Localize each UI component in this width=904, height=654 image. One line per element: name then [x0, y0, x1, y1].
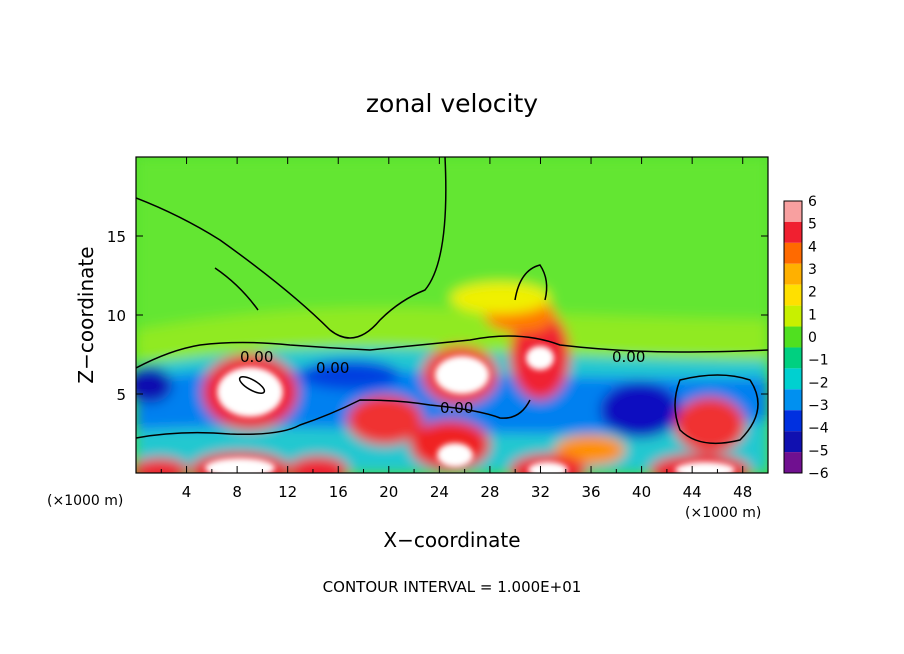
x-tick-label: 16 [329, 483, 348, 501]
x-tick-label: 4 [182, 483, 192, 501]
white-cores [205, 346, 735, 473]
white-bottom-8 [205, 458, 275, 473]
contour-label-4: 0.00 [612, 348, 645, 366]
y-tick-label: 5 [116, 386, 126, 404]
contour-small-left [214, 267, 259, 311]
colorbar-swatch [784, 326, 802, 348]
colorbar-tick-label: 6 [808, 194, 817, 210]
red-blob-20 [347, 395, 423, 445]
contour-label-1: 0.00 [240, 348, 273, 366]
colorbar-tick-label: −6 [808, 466, 829, 482]
colorbar-tick-label: 0 [808, 330, 817, 346]
red-bottom-left [136, 458, 188, 473]
contour-right-loop [674, 374, 759, 445]
colorbar-swatch [784, 221, 802, 243]
colorbar-swatch [784, 263, 802, 285]
white-core-32 [526, 346, 554, 370]
contour-text-labels: 0.00 0.00 0.00 0.00 [240, 348, 645, 417]
contour-inner-8 [238, 376, 266, 394]
blue-core-left [136, 367, 172, 403]
colorbar-swatch [784, 368, 802, 390]
colorbar-swatch [784, 389, 802, 411]
white-bottom-32 [528, 462, 568, 473]
colorbar-swatch [784, 347, 802, 369]
chart-title: zonal velocity [366, 89, 538, 118]
heat-field [136, 157, 768, 473]
red-blob-45 [675, 397, 745, 453]
colorbar-swatch [784, 242, 802, 264]
colorbar-tick-label: 2 [808, 285, 817, 301]
contour-zero-main [136, 335, 768, 369]
y-tick-label: 10 [107, 307, 126, 325]
white-core-26 [435, 356, 489, 394]
x-axis: 4 8 12 16 20 24 28 32 36 40 44 48 [160, 157, 752, 501]
contour-label-3: 0.00 [440, 399, 473, 417]
plot-area: 0.00 0.00 0.00 0.00 [136, 157, 768, 473]
x-unit-label: (×1000 m) [47, 493, 123, 509]
x-tick-label: 48 [733, 483, 752, 501]
x-tick-label: 40 [632, 483, 651, 501]
colorbar-tick-label: −5 [808, 443, 829, 459]
contour-label-2: 0.00 [316, 359, 349, 377]
blue-core-mid [300, 360, 400, 390]
yellowish-band [136, 307, 768, 360]
x-tick-label: 32 [531, 483, 550, 501]
green-upper-band [136, 157, 768, 360]
red-bottom-14 [288, 456, 348, 473]
contour-upper [136, 157, 447, 339]
colorbar-swatch [784, 284, 802, 306]
colorbar-tick-label: 4 [808, 239, 817, 255]
colorbar-swatch [784, 452, 802, 473]
colorbar-tick-label: −3 [808, 398, 829, 414]
white-bottom-44 [675, 462, 735, 473]
x-tick-label: 12 [278, 483, 297, 501]
x-tick-label: 44 [683, 483, 702, 501]
orange-blob-36 [555, 435, 625, 465]
x-tick-label: 28 [480, 483, 499, 501]
contour-lines [136, 157, 768, 445]
y-tick-label: 15 [107, 228, 126, 246]
colorbar-swatch [784, 431, 802, 453]
x-tick-label: 8 [232, 483, 242, 501]
contour-blob-30 [514, 264, 548, 301]
x-tick-label: 36 [581, 483, 600, 501]
colorbar-tick-label: 5 [808, 217, 817, 233]
x-tick-label: 20 [379, 483, 398, 501]
colorbar-frame [783, 200, 803, 474]
colorbar: 6 5 4 3 2 1 0 −1 −2 −3 −4 −5 −6 [783, 194, 829, 482]
colorbar-swatch [784, 201, 802, 222]
colorbar-swatch [784, 305, 802, 327]
y-axis-title: Z−coordinate [74, 246, 98, 383]
colorbar-tick-label: 1 [808, 307, 817, 323]
contour-interval-note: CONTOUR INTERVAL = 1.000E+01 [323, 578, 582, 596]
x-axis-title: X−coordinate [383, 528, 520, 552]
x-unit-label-right: (×1000 m) [685, 505, 761, 521]
yellow-blob-30 [450, 282, 550, 314]
blue-core-right [600, 382, 680, 438]
white-core-26-low [437, 443, 473, 467]
colorbar-tick-label: 3 [808, 262, 817, 278]
x-tick-label: 24 [430, 483, 449, 501]
contour-zero-lower [136, 399, 531, 439]
colorbar-swatch [784, 410, 802, 432]
white-core-8 [217, 367, 283, 417]
colorbar-tick-label: −1 [808, 353, 829, 369]
colorbar-tick-label: −4 [808, 421, 829, 437]
colorbar-tick-label: −2 [808, 375, 829, 391]
y-axis: 5 10 15 [107, 228, 768, 404]
